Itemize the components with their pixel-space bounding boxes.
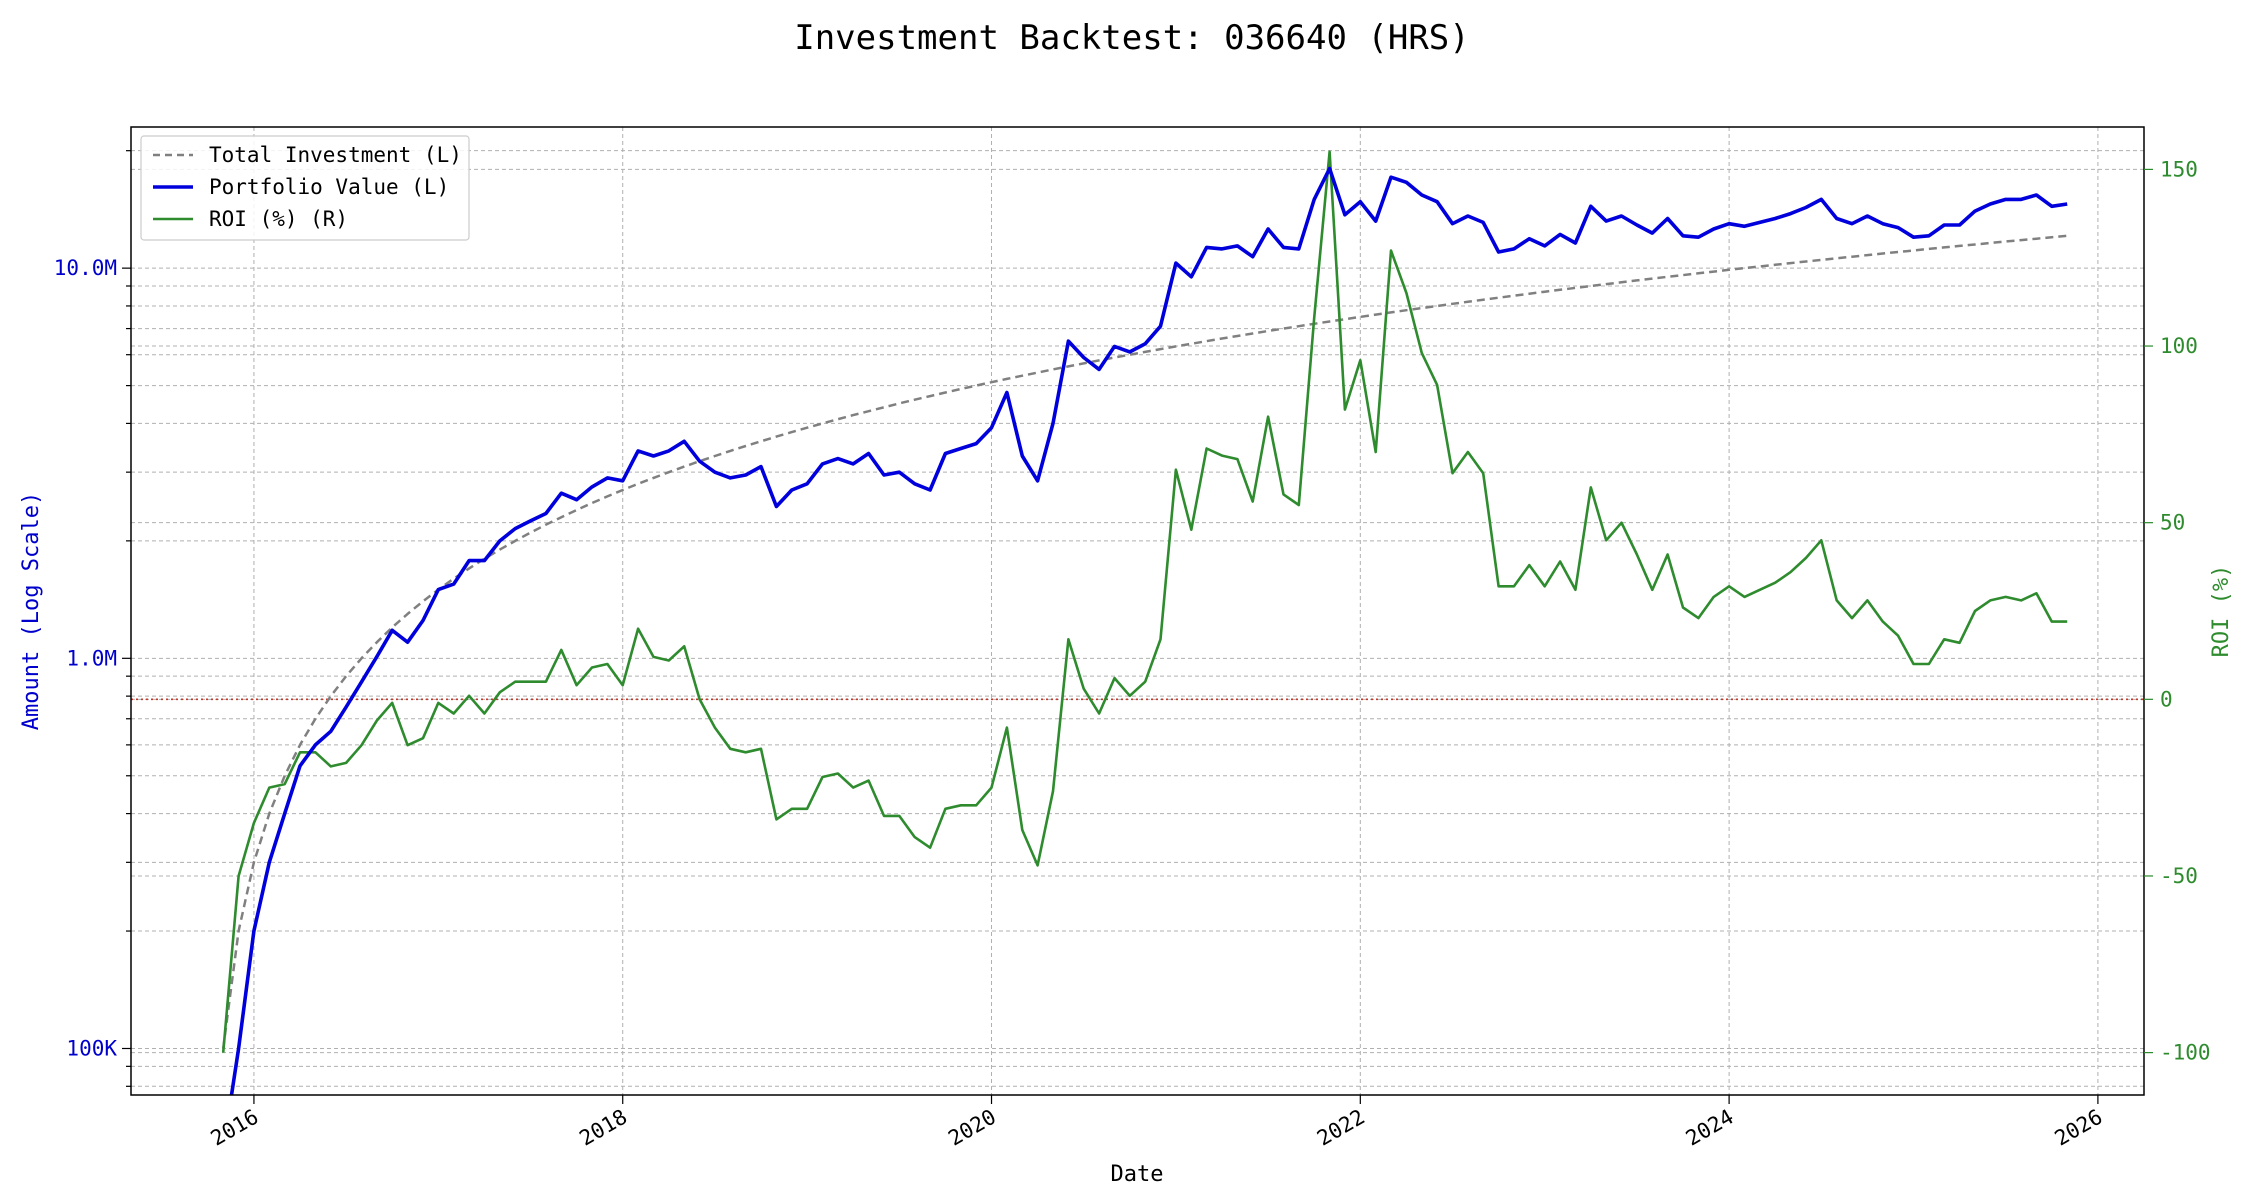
roi-line (221, 150, 2068, 1053)
right-y-axis-label: ROI (%) (2209, 565, 2234, 658)
y-left-tick-label: 10.0M (54, 256, 117, 280)
x-tick-label: 2024 (1682, 1105, 1738, 1151)
left-y-axis: 100K 1.0M 10.0M (54, 150, 131, 1087)
y-right-tick-label: 100 (2160, 334, 2198, 358)
y-left-tick-label: 1.0M (66, 646, 117, 670)
x-axis: 2016 2018 2020 2022 2024 2026 (207, 1095, 2107, 1151)
legend: Total Investment (L) Portfolio Value (L)… (140, 135, 470, 241)
data-series (221, 150, 2068, 1095)
total-investment-line (221, 234, 2068, 1049)
legend-label-total-investment: Total Investment (L) (209, 143, 462, 167)
x-tick-label: 2026 (2051, 1105, 2107, 1151)
y-right-tick-label: 150 (2160, 157, 2198, 181)
portfolio-value-line (229, 166, 2068, 1095)
y-left-tick-label: 100K (66, 1036, 117, 1060)
x-tick-label: 2020 (944, 1105, 1000, 1151)
left-y-axis-label: Amount (Log Scale) (19, 492, 44, 730)
legend-box (140, 135, 470, 241)
plot-frame (130, 126, 2145, 1096)
chart-title: Investment Backtest: 036640 (HRS) (794, 18, 1470, 58)
y-right-tick-label: -100 (2160, 1041, 2211, 1065)
y-right-tick-label: 0 (2160, 687, 2173, 711)
x-tick-label: 2016 (207, 1105, 263, 1151)
y-right-tick-label: 50 (2160, 511, 2185, 535)
x-tick-label: 2018 (575, 1105, 631, 1151)
legend-label-roi: ROI (%) (R) (209, 207, 348, 231)
gridlines (131, 127, 2144, 1095)
y-right-tick-label: -50 (2160, 864, 2198, 888)
x-axis-label: Date (1111, 1162, 1164, 1187)
legend-label-portfolio-value: Portfolio Value (L) (209, 175, 449, 199)
x-tick-label: 2022 (1313, 1105, 1369, 1151)
right-y-axis: -100 -50 0 50 100 150 (2144, 157, 2211, 1065)
